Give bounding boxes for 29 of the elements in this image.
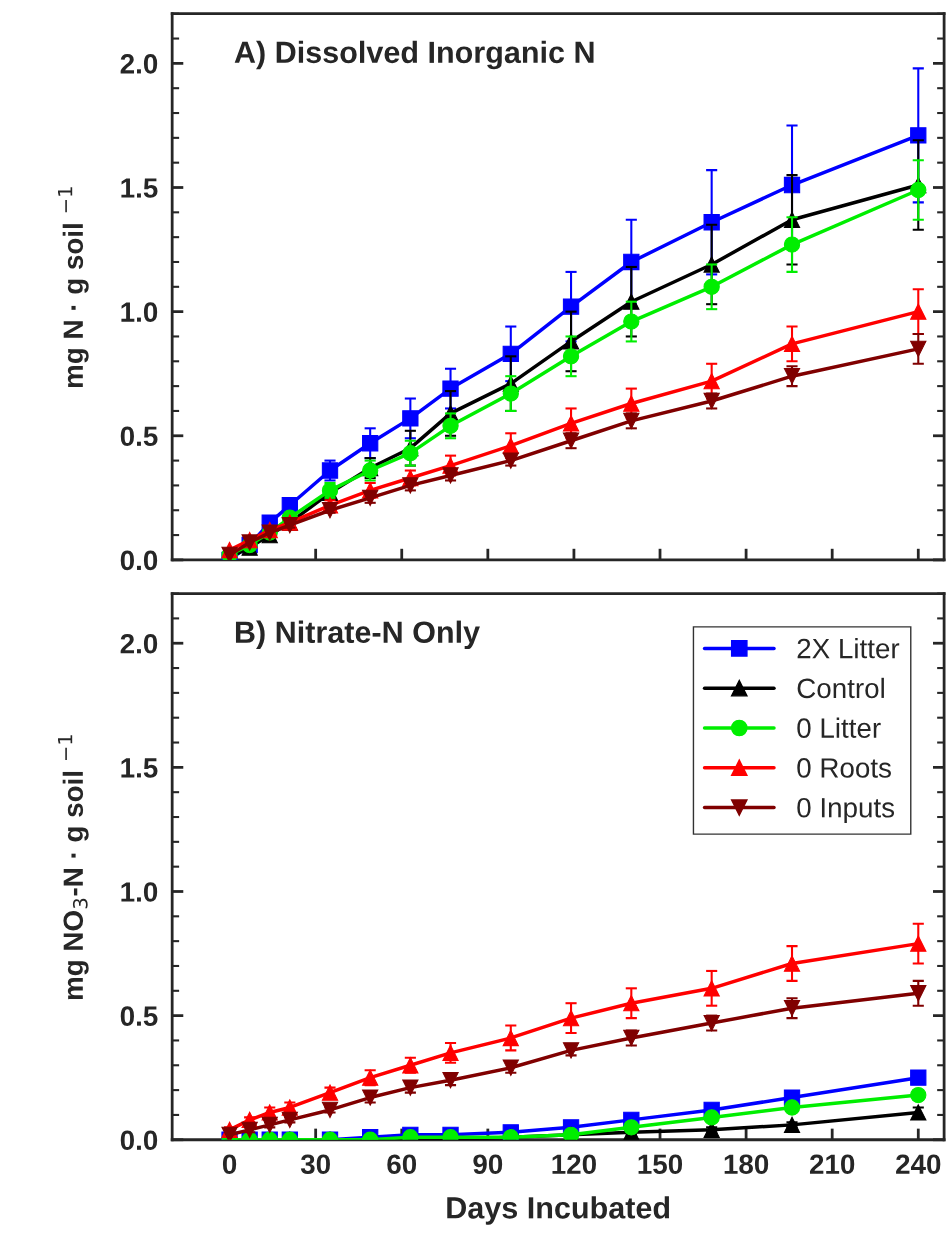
- y-tick-label: 0.0: [120, 1130, 158, 1151]
- text: B) Nitrate-N Only: [235, 620, 480, 650]
- legend-label: 0 Inputs: [797, 797, 895, 824]
- x-tick-label: 30: [300, 1154, 330, 1175]
- legend-label: 0 Roots: [797, 758, 891, 778]
- y-tick-label: 2.0: [120, 54, 158, 74]
- text: A) Dissolved Inorganic N: [234, 40, 594, 70]
- y-axis-title: mg N · g soil $^{−1}$: [58, 187, 89, 388]
- x-tick-label: 120: [552, 1154, 596, 1175]
- y-tick-label: 2.0: [120, 633, 158, 654]
- x-axis-title: Days Incubated: [447, 1196, 670, 1225]
- x-tick-label: 90: [473, 1154, 503, 1175]
- y-axis-title: mg NO$_{3}$-N · g soil $^{−1}$: [58, 735, 89, 1000]
- y-tick-label: 1.0: [121, 882, 158, 902]
- x-tick-label: 210: [809, 1154, 855, 1175]
- legend-label: Control: [797, 677, 884, 699]
- y-tick-label: 1.0: [121, 302, 158, 322]
- legend-label: 0 Litter: [797, 717, 881, 738]
- y-tick-label: 1.5: [121, 758, 158, 778]
- y-tick-label: 0.5: [120, 426, 158, 447]
- y-tick-label: 0.5: [120, 1006, 158, 1026]
- x-tick-label: 0: [222, 1154, 237, 1175]
- y-tick-label: 0.0: [120, 550, 158, 571]
- legend-label: 2X Litter: [797, 638, 900, 659]
- x-tick-label: 150: [638, 1154, 683, 1175]
- x-tick-label: 60: [387, 1154, 417, 1175]
- y-tick-label: 1.5: [121, 178, 158, 198]
- x-tick-label: 180: [724, 1154, 769, 1175]
- x-tick-label: 240: [896, 1154, 941, 1175]
